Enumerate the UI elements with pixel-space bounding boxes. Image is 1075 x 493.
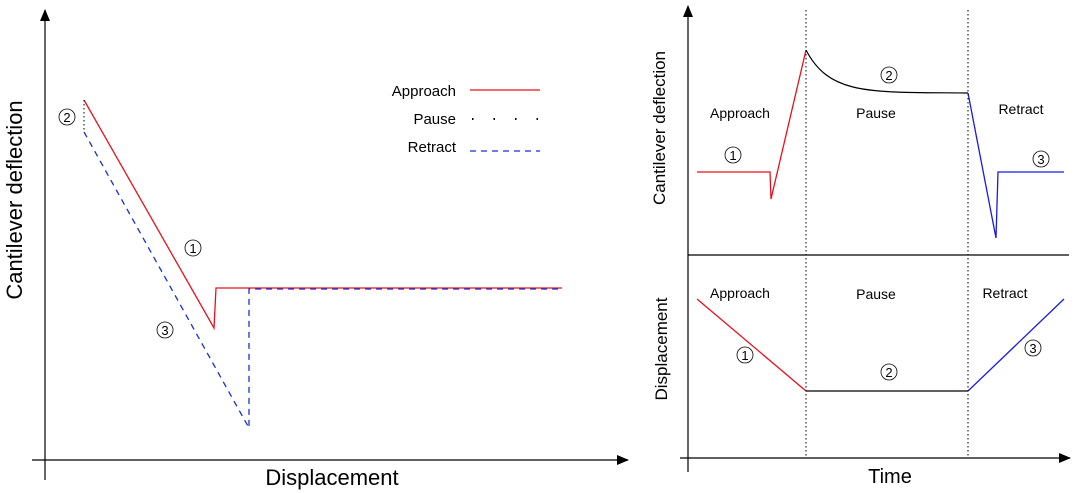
left-approach-curve bbox=[83, 99, 562, 331]
left-retract-curve bbox=[83, 131, 562, 431]
rb-phase-pause: Pause bbox=[856, 286, 896, 302]
svg-text:3: 3 bbox=[1029, 341, 1036, 356]
svg-text:2: 2 bbox=[63, 110, 70, 125]
left-y-label: Cantilever deflection bbox=[2, 100, 27, 299]
svg-text:2: 2 bbox=[885, 365, 892, 380]
left-marker-1: 1 bbox=[184, 239, 202, 257]
right-top-panel: Cantilever deflection Approach Pause Ret… bbox=[650, 5, 1069, 256]
rt-y-label: Cantilever deflection bbox=[650, 51, 669, 205]
rt-pause-curve bbox=[805, 49, 969, 94]
svg-text:1: 1 bbox=[729, 148, 736, 163]
left-marker-2: 2 bbox=[58, 108, 76, 126]
rb-marker-2: 2 bbox=[880, 363, 898, 381]
rb-approach-line bbox=[696, 298, 807, 392]
svg-text:3: 3 bbox=[161, 323, 168, 338]
rb-marker-3: 3 bbox=[1024, 339, 1042, 357]
right-bottom-panel: Displacement Time Approach Pause Retract… bbox=[652, 255, 1071, 488]
legend-approach-label: Approach bbox=[392, 83, 456, 100]
rb-x-label: Time bbox=[868, 466, 912, 488]
svg-text:1: 1 bbox=[189, 241, 196, 256]
rb-phase-approach: Approach bbox=[710, 285, 770, 301]
svg-text:2: 2 bbox=[885, 68, 892, 83]
svg-text:1: 1 bbox=[741, 348, 748, 363]
rb-phase-retract: Retract bbox=[982, 285, 1027, 301]
svg-text:3: 3 bbox=[1037, 152, 1044, 167]
rb-retract-line bbox=[967, 298, 1065, 392]
legend-pause-label: Pause bbox=[413, 111, 456, 128]
rt-retract-curve bbox=[967, 92, 1064, 239]
legend-retract-label: Retract bbox=[408, 139, 457, 156]
left-marker-3: 3 bbox=[156, 321, 174, 339]
left-panel: Displacement Cantilever deflection Appro… bbox=[2, 9, 629, 490]
rt-marker-3: 3 bbox=[1032, 150, 1050, 168]
left-x-label: Displacement bbox=[265, 465, 398, 490]
rt-approach-curve bbox=[697, 49, 807, 200]
rt-phase-pause: Pause bbox=[856, 105, 896, 121]
rt-marker-1: 1 bbox=[724, 146, 742, 164]
rb-marker-1: 1 bbox=[736, 346, 754, 364]
rt-phase-retract: Retract bbox=[998, 101, 1043, 117]
legend: Approach Pause Retract bbox=[392, 83, 540, 156]
rt-marker-2: 2 bbox=[880, 66, 898, 84]
rb-y-label: Displacement bbox=[652, 297, 671, 400]
rt-phase-approach: Approach bbox=[710, 105, 770, 121]
